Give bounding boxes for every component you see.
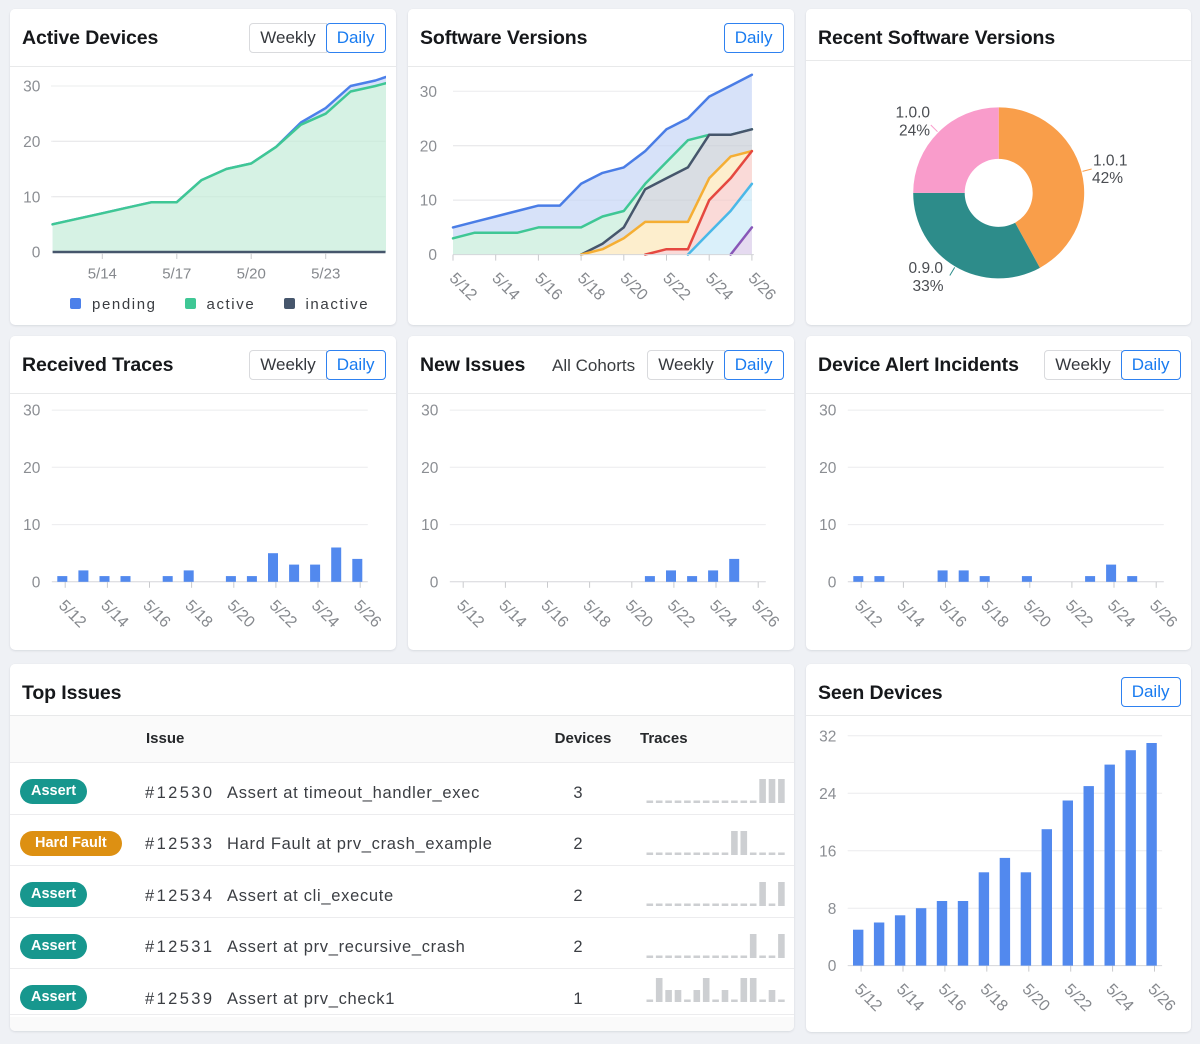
svg-text:5/23: 5/23 xyxy=(311,266,340,283)
svg-text:20: 20 xyxy=(819,460,837,477)
svg-text:5/22: 5/22 xyxy=(1062,597,1096,631)
svg-text:5/20: 5/20 xyxy=(1020,597,1054,631)
svg-text:5/14: 5/14 xyxy=(88,266,117,283)
svg-text:5/24: 5/24 xyxy=(706,597,740,631)
svg-text:30: 30 xyxy=(420,84,438,101)
svg-text:5/26: 5/26 xyxy=(1146,597,1180,631)
svg-text:5/14: 5/14 xyxy=(488,270,522,304)
svg-text:20: 20 xyxy=(421,460,439,477)
svg-text:5/12: 5/12 xyxy=(453,597,487,631)
svg-text:20: 20 xyxy=(23,460,41,477)
svg-text:5/20: 5/20 xyxy=(622,597,656,631)
svg-text:5/20: 5/20 xyxy=(617,270,651,304)
svg-text:10: 10 xyxy=(420,193,438,210)
svg-text:5/18: 5/18 xyxy=(977,597,1011,631)
svg-text:5/14: 5/14 xyxy=(893,981,927,1015)
svg-text:5/16: 5/16 xyxy=(531,270,565,304)
svg-text:0: 0 xyxy=(32,574,41,591)
svg-text:10: 10 xyxy=(23,189,41,206)
svg-text:0: 0 xyxy=(430,574,439,591)
svg-text:33%: 33% xyxy=(912,278,943,295)
svg-text:24: 24 xyxy=(819,786,837,803)
svg-text:5/16: 5/16 xyxy=(537,597,571,631)
svg-text:5/20: 5/20 xyxy=(1019,981,1053,1015)
svg-text:5/12: 5/12 xyxy=(851,981,885,1015)
svg-text:5/22: 5/22 xyxy=(664,597,698,631)
svg-text:20: 20 xyxy=(23,134,41,151)
svg-text:32: 32 xyxy=(819,728,836,745)
svg-text:10: 10 xyxy=(819,517,837,534)
svg-text:5/17: 5/17 xyxy=(162,266,191,283)
svg-text:5/20: 5/20 xyxy=(224,597,258,631)
svg-text:5/14: 5/14 xyxy=(495,597,529,631)
svg-text:0: 0 xyxy=(828,574,837,591)
svg-text:8: 8 xyxy=(828,901,837,918)
svg-text:1.0.1: 1.0.1 xyxy=(1093,153,1127,170)
svg-text:5/14: 5/14 xyxy=(893,597,927,631)
svg-text:5/16: 5/16 xyxy=(935,597,969,631)
svg-text:0: 0 xyxy=(428,247,437,264)
svg-text:30: 30 xyxy=(421,403,439,420)
svg-text:5/26: 5/26 xyxy=(748,597,782,631)
svg-text:30: 30 xyxy=(819,403,837,420)
svg-text:5/26: 5/26 xyxy=(745,270,779,304)
svg-text:5/24: 5/24 xyxy=(1102,981,1136,1015)
svg-text:0: 0 xyxy=(32,245,41,262)
svg-text:5/18: 5/18 xyxy=(181,597,215,631)
svg-text:5/12: 5/12 xyxy=(55,597,89,631)
svg-text:5/24: 5/24 xyxy=(1104,597,1138,631)
svg-text:10: 10 xyxy=(23,517,41,534)
svg-text:5/22: 5/22 xyxy=(659,270,693,304)
svg-text:24%: 24% xyxy=(899,123,930,140)
svg-text:5/22: 5/22 xyxy=(1061,981,1095,1015)
svg-text:5/24: 5/24 xyxy=(702,270,736,304)
svg-text:30: 30 xyxy=(23,79,41,96)
svg-text:5/18: 5/18 xyxy=(977,981,1011,1015)
svg-text:16: 16 xyxy=(819,843,836,860)
svg-text:30: 30 xyxy=(23,403,41,420)
svg-text:5/14: 5/14 xyxy=(97,597,131,631)
svg-text:5/20: 5/20 xyxy=(237,266,266,283)
svg-text:42%: 42% xyxy=(1092,170,1123,187)
svg-text:5/12: 5/12 xyxy=(446,270,480,304)
svg-text:0.9.0: 0.9.0 xyxy=(909,260,944,277)
svg-text:5/24: 5/24 xyxy=(308,597,342,631)
svg-text:5/12: 5/12 xyxy=(851,597,885,631)
svg-text:5/16: 5/16 xyxy=(139,597,173,631)
svg-text:5/18: 5/18 xyxy=(579,597,613,631)
svg-text:5/18: 5/18 xyxy=(574,270,608,304)
svg-text:20: 20 xyxy=(420,138,438,155)
svg-text:5/26: 5/26 xyxy=(350,597,384,631)
svg-text:1.0.0: 1.0.0 xyxy=(896,105,931,122)
svg-text:10: 10 xyxy=(421,517,439,534)
svg-text:5/22: 5/22 xyxy=(266,597,300,631)
svg-text:5/16: 5/16 xyxy=(935,981,969,1015)
svg-text:0: 0 xyxy=(828,958,837,975)
svg-text:5/26: 5/26 xyxy=(1144,981,1178,1015)
